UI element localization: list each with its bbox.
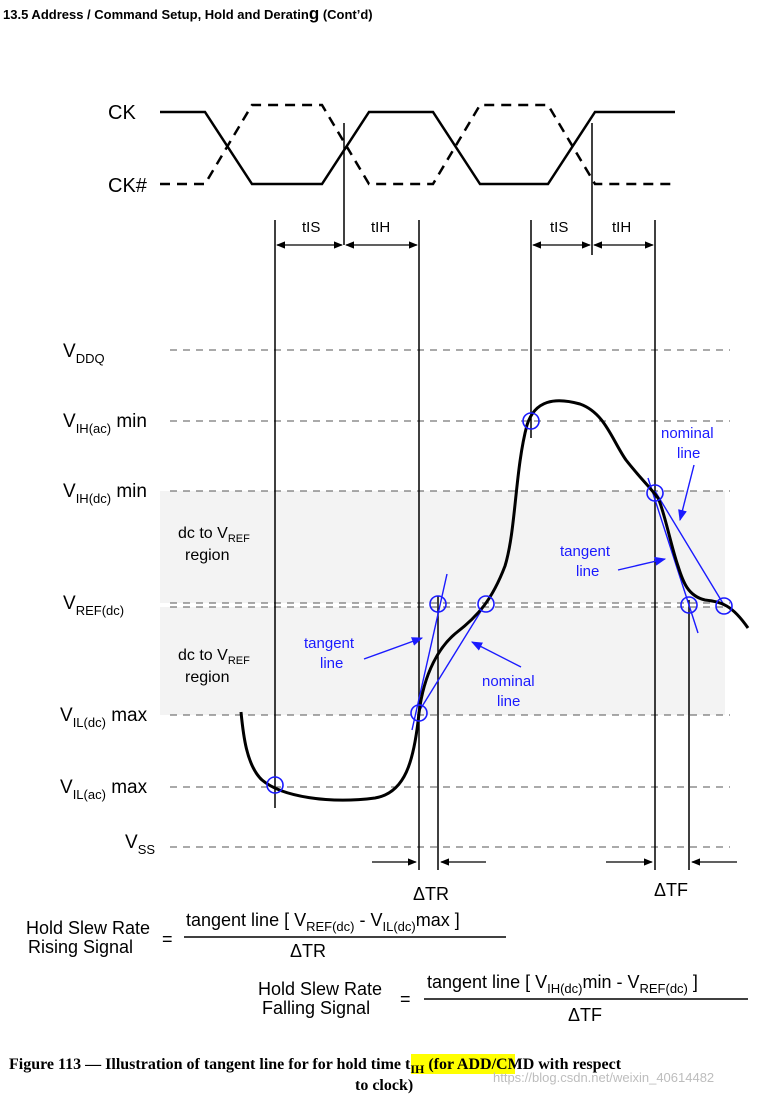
rising-nominal-line: [417, 602, 487, 714]
timing-verticals: [274, 123, 690, 870]
nominal-left-arrow: [471, 641, 522, 668]
slope-lines: [411, 477, 725, 731]
falling-formula-numerator: tangent line [ VIH(dc)min - VREF(dc) ]: [427, 972, 698, 996]
lower-dc-region: [160, 607, 725, 715]
ckb-label: CK#: [108, 175, 148, 197]
rising-formula-label-1: Hold Slew Rate: [26, 918, 150, 938]
nominal-right-label-1: nominal: [661, 425, 714, 442]
vih-dc-crossing-point: [646, 484, 664, 502]
vil-dc-label: VIL(dc) max: [60, 705, 148, 730]
falling-formula: Hold Slew Rate Falling Signal = tangent …: [258, 972, 748, 1025]
falling-tangent-vref-point: [680, 596, 698, 614]
rising-formula-label-2: Rising Signal: [28, 937, 133, 957]
falling-nominal-vref-point: [715, 597, 733, 615]
falling-formula-label-1: Hold Slew Rate: [258, 979, 382, 999]
vss-label: VSS: [125, 832, 155, 857]
vil-ac-label: VIL(ac) max: [60, 777, 148, 802]
rising-tangent-line: [411, 573, 448, 731]
vref-label: VREF(dc): [63, 593, 124, 618]
upper-region-label-line2: region: [185, 547, 229, 564]
tangent-left-arrow: [363, 637, 424, 660]
nominal-right-label-2: line: [677, 445, 700, 462]
delta-tf-label: ΔTF: [654, 880, 688, 900]
nominal-left-label-2: line: [497, 693, 520, 710]
tih-label-1: tIH: [371, 219, 390, 236]
vil-ac-crossing-point: [266, 776, 284, 794]
tangent-right-arrow: [617, 556, 667, 571]
level-lines: [170, 349, 730, 848]
vih-ac-label: VIH(ac) min: [63, 411, 147, 436]
tangent-left-label-1: tangent: [304, 635, 355, 652]
section-header: 13.5 Address / Command Setup, Hold and D…: [3, 4, 373, 23]
caption-highlight: [411, 1054, 515, 1074]
rising-formula: Hold Slew Rate Rising Signal = tangent l…: [26, 910, 506, 961]
vil-dc-crossing-point: [410, 704, 428, 722]
nominal-right-arrow: [678, 464, 695, 522]
ck-label: CK: [108, 102, 136, 124]
falling-formula-equals: =: [400, 989, 411, 1009]
upper-region-label-line1: dc to VREF: [178, 525, 250, 545]
tis-label-2: tIS: [550, 219, 568, 236]
falling-tangent-line: [647, 477, 699, 634]
ck-waveform: [160, 110, 675, 186]
rising-nominal-vref-point: [477, 595, 495, 613]
falling-formula-denominator: ΔTF: [568, 1005, 602, 1025]
annotation-labels: tangent line nominal line nominal line t…: [304, 425, 714, 710]
vih-dc-label: VIH(dc) min: [63, 481, 147, 506]
tangent-right-label-1: tangent: [560, 543, 611, 560]
lower-region-label-line1: dc to VREF: [178, 647, 250, 667]
falling-formula-label-2: Falling Signal: [262, 998, 370, 1018]
ckb-waveform: [160, 103, 675, 186]
measurement-points: [266, 412, 733, 794]
falling-nominal-line: [654, 490, 725, 606]
rising-tangent-vref-point: [429, 595, 447, 613]
figure-caption-line2: to clock): [355, 1077, 413, 1094]
tis-label-1: tIS: [302, 219, 320, 236]
vih-ac-crossing-point: [522, 412, 540, 430]
figure-caption-line1: Figure 113 — Illustration of tangent lin…: [9, 1056, 622, 1076]
signal-waveform: [239, 399, 750, 802]
level-labels: VDDQ VIH(ac) min VIH(dc) min VREF(dc) VI…: [60, 341, 155, 857]
rising-formula-equals: =: [162, 929, 173, 949]
rising-formula-denominator: ΔTR: [290, 941, 326, 961]
delta-tr-label: ΔTR: [413, 884, 449, 904]
nominal-left-label-1: nominal: [482, 673, 535, 690]
vddq-label: VDDQ: [63, 341, 105, 366]
tih-label-2: tIH: [612, 219, 631, 236]
annotation-arrows: [363, 464, 695, 668]
watermark: https://blog.csdn.net/weixin_40614482: [493, 1070, 714, 1085]
upper-dc-region: [160, 491, 725, 603]
tangent-right-label-2: line: [576, 563, 599, 580]
lower-region-label-line2: region: [185, 669, 229, 686]
rising-formula-numerator: tangent line [ VREF(dc) - VIL(dc)max ]: [186, 910, 460, 934]
region-labels: dc to VREF region dc to VREF region: [178, 525, 250, 686]
tangent-left-label-2: line: [320, 655, 343, 672]
